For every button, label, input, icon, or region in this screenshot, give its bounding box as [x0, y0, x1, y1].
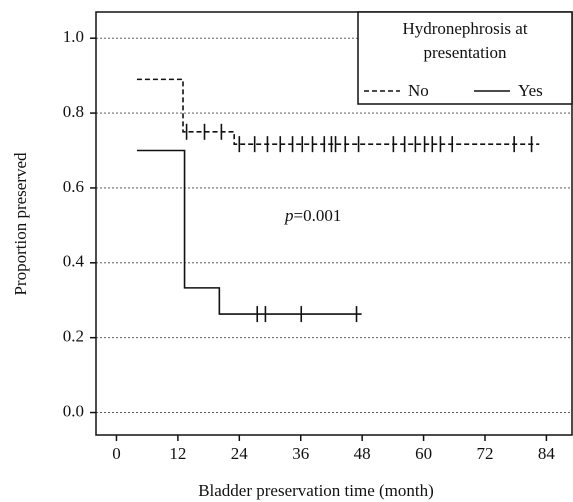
- y-tick-label: 0.6: [63, 177, 84, 196]
- x-tick-label: 48: [354, 444, 371, 463]
- annotation-part: p: [284, 206, 294, 225]
- y-tick-label: 0.8: [63, 102, 84, 121]
- legend-label: No: [408, 81, 429, 100]
- x-tick-label: 24: [231, 444, 249, 463]
- x-tick-label: 84: [538, 444, 556, 463]
- y-tick-label: 1.0: [63, 27, 84, 46]
- y-axis-label: Proportion preserved: [11, 152, 30, 296]
- legend-label: Yes: [518, 81, 543, 100]
- y-tick-label: 0.2: [63, 327, 84, 346]
- legend-title: Hydronephrosis at: [402, 19, 527, 38]
- survival-line: [136, 149, 362, 315]
- x-tick-label: 0: [112, 444, 121, 463]
- x-tick-label: 72: [476, 444, 493, 463]
- annotation: p=0.001: [284, 206, 341, 225]
- legend-title: presentation: [423, 43, 507, 62]
- x-tick-label: 60: [415, 444, 432, 463]
- legend-box: [357, 11, 573, 105]
- survival-line: [136, 78, 540, 145]
- plot-frame: [95, 11, 573, 436]
- x-axis-label: Bladder preservation time (month): [198, 481, 434, 500]
- y-tick-label: 0.0: [63, 401, 84, 420]
- x-tick-label: 12: [169, 444, 186, 463]
- annotation-part: =0.001: [294, 206, 342, 225]
- y-tick-label: 0.4: [63, 252, 85, 271]
- x-tick-label: 36: [292, 444, 309, 463]
